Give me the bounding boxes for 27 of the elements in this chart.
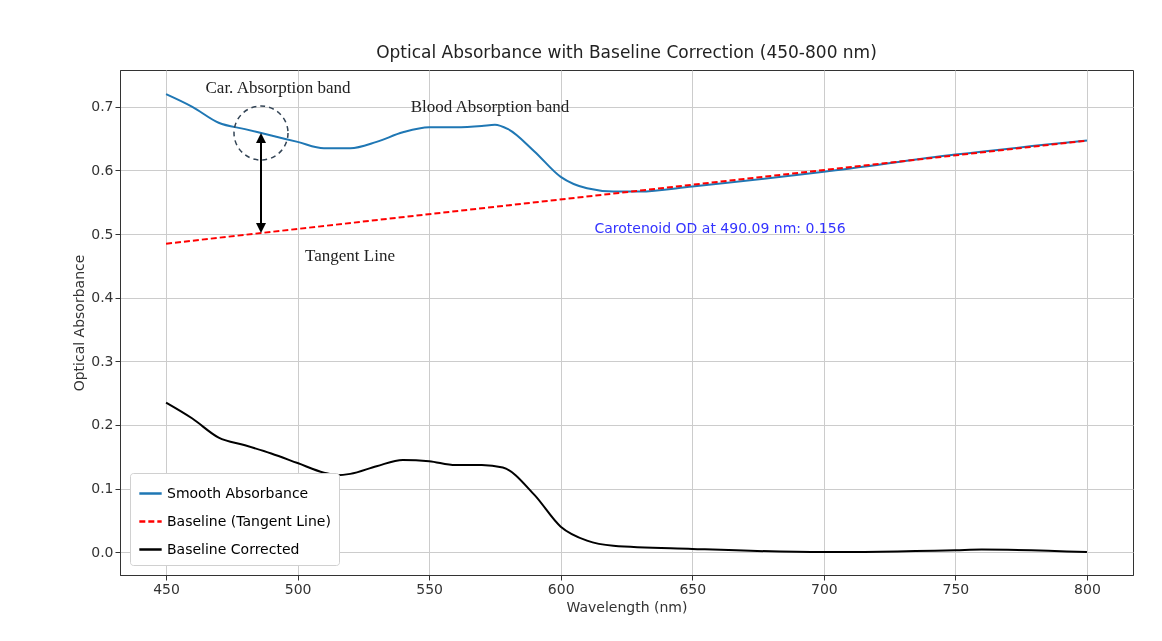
- x-tick-label: 750: [942, 580, 970, 597]
- x-tick-label: 700: [810, 580, 838, 597]
- x-tick-label: 500: [284, 580, 312, 597]
- legend-label: Smooth Absorbance: [167, 484, 309, 501]
- annotation: Car. Absorption band: [205, 78, 351, 97]
- y-tick-label: 0.1: [91, 480, 114, 496]
- line-series: [165, 401, 1088, 554]
- chart-title: Optical Absorbance with Baseline Correction (450-800 nm): [376, 42, 877, 62]
- y-tick-label: 0.0: [91, 543, 114, 560]
- y-tick-label: 0.5: [91, 225, 114, 242]
- x-tick-label: 650: [679, 580, 707, 597]
- x-tick-label: 800: [1074, 580, 1101, 597]
- legend-label: Baseline Corrected: [167, 540, 300, 557]
- legend-label: Baseline (Tangent Line): [167, 512, 331, 529]
- y-tick-label: 0.3: [91, 352, 114, 369]
- x-tick-label: 600: [547, 580, 575, 597]
- y-axis-title: Optical Absorbance: [71, 254, 88, 392]
- annotation: Blood Absorption band: [410, 97, 570, 116]
- y-tick-label: 0.2: [91, 416, 114, 433]
- x-axis-title: Wavelength (nm): [566, 598, 688, 615]
- annotation: Carotenoid OD at 490.09 nm: 0.156: [594, 220, 846, 236]
- x-tick-label: 550: [416, 580, 444, 597]
- x-tick-label: 450: [153, 580, 180, 597]
- y-tick-label: 0.4: [91, 289, 114, 306]
- y-tick-label: 0.7: [91, 98, 114, 115]
- y-tick-label: 0.6: [91, 161, 114, 178]
- annotation: Tangent Line: [305, 246, 395, 265]
